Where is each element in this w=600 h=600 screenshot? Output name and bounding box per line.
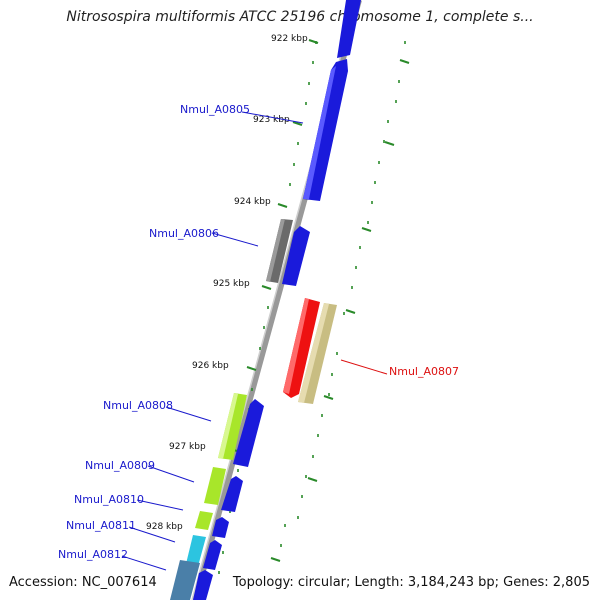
leader-nmul-a0809 <box>147 465 195 483</box>
cog-bar-lime-highlight <box>218 393 238 459</box>
cog-bar-cyan <box>185 535 206 570</box>
cog-bar-lime-3 <box>195 511 213 530</box>
gene-arrow-nmul-a0806 <box>282 226 310 286</box>
gene-arrow-nmul-a0807-shade <box>283 298 309 394</box>
accession-text: Accession: NC_007614 <box>9 575 157 590</box>
topology-summary: Topology: circular; Length: 3,184,243 bp… <box>232 575 590 590</box>
gene-arrow-nmul-a0811 <box>203 540 222 570</box>
gene-arrow-nmul-a0810 <box>212 517 229 538</box>
leader-nmul-a0807 <box>340 359 388 375</box>
gene-arrow-nmul-a0805-shade <box>303 66 336 199</box>
gene-label-nmul-a0809[interactable]: Nmul_A0809 <box>85 459 155 472</box>
gene-label-nmul-a0805[interactable]: Nmul_A0805 <box>180 103 250 116</box>
gene-arrow-nmul-a0808 <box>233 399 264 467</box>
gene-arrow-nmul-a0809 <box>221 476 243 512</box>
leader-nmul-a0806 <box>211 232 259 247</box>
tick-label-928: 928 kbp <box>146 522 183 532</box>
leader-nmul-a0812 <box>121 555 167 571</box>
leader-nmul-a0808 <box>165 406 212 422</box>
gene-label-nmul-a0812[interactable]: Nmul_A0812 <box>58 548 128 561</box>
leader-nmul-a0805 <box>241 111 304 124</box>
gene-arrow-nmul-a0812 <box>193 570 213 600</box>
gene-label-nmul-a0811[interactable]: Nmul_A0811 <box>66 519 136 532</box>
cog-bar-lime-2 <box>204 467 226 505</box>
tick-label-926: 926 kbp <box>192 361 229 371</box>
gene-label-nmul-a0810[interactable]: Nmul_A0810 <box>74 493 144 506</box>
gene-label-nmul-a0807[interactable]: Nmul_A0807 <box>389 365 459 378</box>
tick-label-923: 923 kbp <box>253 115 290 125</box>
leader-nmul-a0810 <box>136 499 184 511</box>
right-major-ticks <box>270 59 410 562</box>
tick-label-922: 922 kbp <box>271 34 308 44</box>
cog-bar-gray-highlight <box>266 219 285 282</box>
label-leader-lines <box>121 111 388 571</box>
gene-label-nmul-a0806[interactable]: Nmul_A0806 <box>149 227 219 240</box>
tick-label-924: 924 kbp <box>234 197 271 207</box>
chromosome-title: Nitrosospira multiformis ATCC 25196 chro… <box>66 9 534 25</box>
gene-label-nmul-a0808[interactable]: Nmul_A0808 <box>103 399 173 412</box>
gene-arrow-top <box>337 0 361 58</box>
tick-label-927: 927 kbp <box>169 442 206 452</box>
right-scale-dots <box>280 41 406 547</box>
cog-bar-khaki-highlight <box>298 303 329 403</box>
gene-labels: Nmul_A0805 Nmul_A0806 Nmul_A0807 Nmul_A0… <box>58 103 459 561</box>
tick-label-925: 925 kbp <box>213 279 250 289</box>
cog-bar-steel <box>170 560 200 600</box>
leader-nmul-a0811 <box>128 526 176 543</box>
kbp-tick-labels: 922 kbp 923 kbp 924 kbp 925 kbp 926 kbp … <box>146 34 308 532</box>
